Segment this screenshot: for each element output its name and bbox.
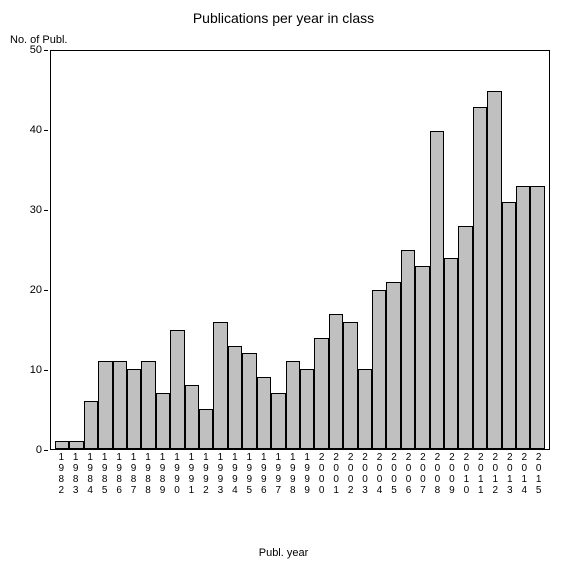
bar	[430, 131, 444, 449]
x-tick-label: 1986	[112, 452, 126, 496]
y-ticks: 01020304050	[0, 50, 48, 450]
x-tick-label: 1994	[228, 452, 242, 496]
x-tick-label: 2001	[329, 452, 343, 496]
bar	[257, 377, 271, 449]
x-tick-label: 1985	[97, 452, 111, 496]
chart-title: Publications per year in class	[0, 10, 567, 26]
bar	[69, 441, 83, 449]
bar	[502, 202, 516, 449]
x-tick-label: 1991	[184, 452, 198, 496]
x-tick-label: 1983	[68, 452, 82, 496]
x-ticks: 1982198319841985198619871988198919901991…	[50, 452, 550, 496]
x-tick-label: 1993	[213, 452, 227, 496]
bar	[300, 369, 314, 449]
x-tick-label: 2011	[474, 452, 488, 496]
x-tick-label: 2015	[531, 452, 545, 496]
y-tick-mark	[44, 290, 48, 291]
x-tick-label: 2012	[488, 452, 502, 496]
x-tick-label: 1996	[257, 452, 271, 496]
x-tick-label: 2007	[416, 452, 430, 496]
x-tick-label: 2013	[503, 452, 517, 496]
bar	[271, 393, 285, 449]
bar	[185, 385, 199, 449]
bar	[358, 369, 372, 449]
x-tick-label: 1989	[155, 452, 169, 496]
bar	[329, 314, 343, 449]
x-tick-label: 2003	[358, 452, 372, 496]
y-tick-label: 0	[36, 444, 42, 456]
x-tick-label: 1992	[199, 452, 213, 496]
bar	[401, 250, 415, 449]
y-tick-mark	[44, 210, 48, 211]
x-tick-label: 1998	[286, 452, 300, 496]
x-tick-label: 2005	[387, 452, 401, 496]
x-tick-label: 1982	[54, 452, 68, 496]
x-tick-label: 2002	[343, 452, 357, 496]
bar	[98, 361, 112, 449]
y-tick-label: 20	[30, 284, 42, 296]
bar	[516, 186, 530, 449]
bar	[372, 290, 386, 449]
bar	[242, 353, 256, 449]
y-tick-mark	[44, 130, 48, 131]
bar	[286, 361, 300, 449]
bar	[156, 393, 170, 449]
bar	[141, 361, 155, 449]
bar	[444, 258, 458, 449]
x-tick-label: 1984	[83, 452, 97, 496]
y-tick-mark	[44, 450, 48, 451]
bar	[84, 401, 98, 449]
bar	[55, 441, 69, 449]
bar	[487, 91, 501, 449]
x-tick-label: 2008	[430, 452, 444, 496]
bar	[386, 282, 400, 449]
chart-container: Publications per year in class No. of Pu…	[0, 0, 567, 567]
x-axis-label: Publ. year	[0, 547, 567, 559]
bar	[127, 369, 141, 449]
x-tick-label: 1988	[141, 452, 155, 496]
x-tick-label: 2010	[459, 452, 473, 496]
y-tick-label: 10	[30, 364, 42, 376]
y-tick-mark	[44, 50, 48, 51]
bars-group	[51, 51, 549, 449]
bar	[415, 266, 429, 449]
bar	[473, 107, 487, 449]
x-tick-label: 2006	[401, 452, 415, 496]
x-tick-label: 2009	[445, 452, 459, 496]
bar	[113, 361, 127, 449]
x-tick-label: 1990	[170, 452, 184, 496]
y-tick-label: 30	[30, 204, 42, 216]
bar	[213, 322, 227, 449]
x-tick-label: 1987	[126, 452, 140, 496]
x-tick-label: 2004	[372, 452, 386, 496]
x-tick-label: 2000	[314, 452, 328, 496]
y-tick-mark	[44, 370, 48, 371]
bar	[199, 409, 213, 449]
bar	[530, 186, 544, 449]
x-tick-label: 2014	[517, 452, 531, 496]
plot-area	[50, 50, 550, 450]
bar	[458, 226, 472, 449]
y-tick-label: 50	[30, 44, 42, 56]
bar	[314, 338, 328, 449]
x-tick-label: 1997	[271, 452, 285, 496]
bar	[343, 322, 357, 449]
bar	[170, 330, 184, 449]
y-tick-label: 40	[30, 124, 42, 136]
x-tick-label: 1995	[242, 452, 256, 496]
bar	[228, 346, 242, 449]
x-tick-label: 1999	[300, 452, 314, 496]
